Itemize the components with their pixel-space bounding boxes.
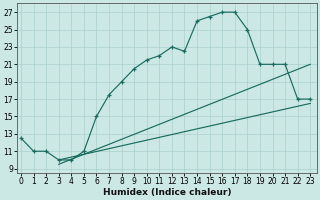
X-axis label: Humidex (Indice chaleur): Humidex (Indice chaleur) (103, 188, 231, 197)
